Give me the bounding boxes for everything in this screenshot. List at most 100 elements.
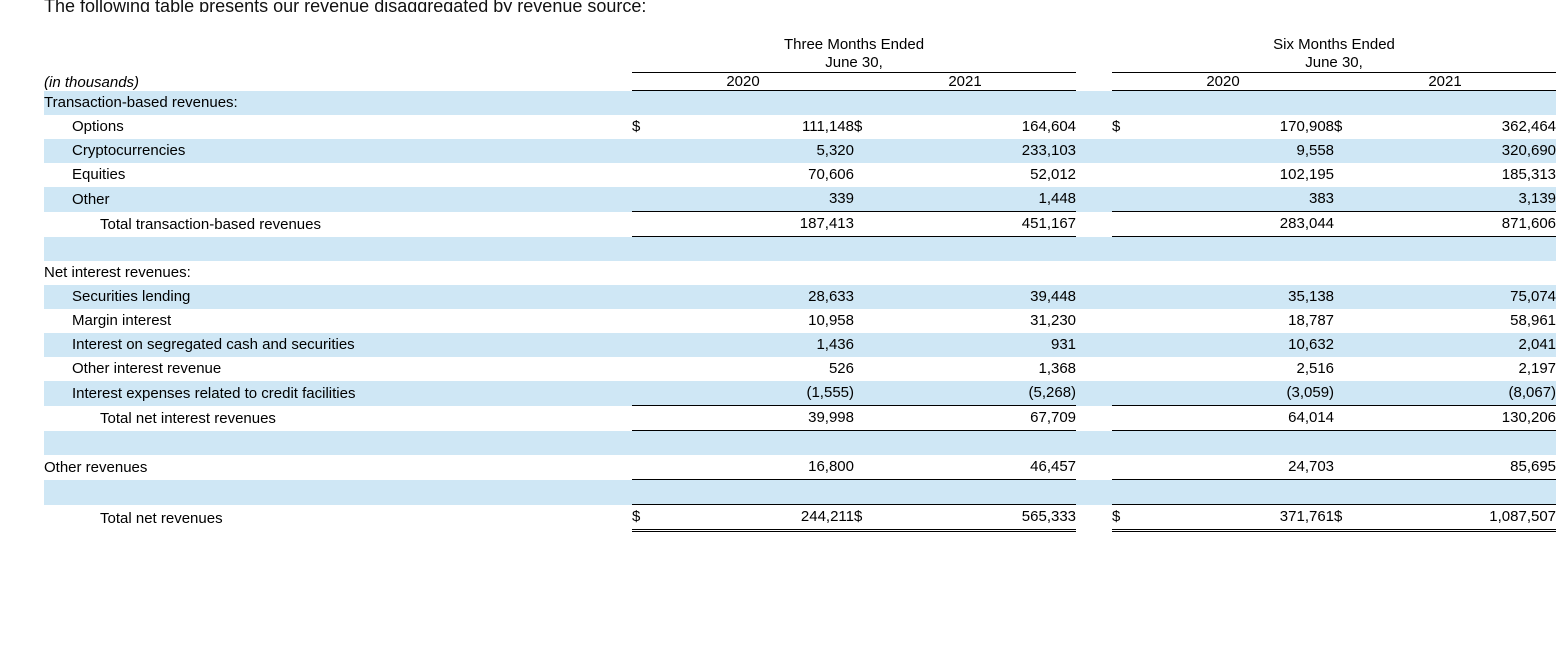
table-row: Other 339 1,448 383 3,139 bbox=[44, 187, 1556, 212]
row-label: Interest on segregated cash and securiti… bbox=[44, 333, 632, 357]
cell-value: 16,800 bbox=[660, 455, 854, 480]
cell-value: 565,333 bbox=[882, 505, 1076, 531]
currency-symbol: $ bbox=[1112, 115, 1140, 139]
section-title: Transaction-based revenues: bbox=[44, 91, 632, 116]
section-title: Net interest revenues: bbox=[44, 261, 632, 285]
cell-value: 111,148 bbox=[660, 115, 854, 139]
cell-value: 130,206 bbox=[1362, 406, 1556, 431]
cell-value: 339 bbox=[660, 187, 854, 212]
section-header-interest: Net interest revenues: bbox=[44, 261, 1556, 285]
table-row: Interest expenses related to credit faci… bbox=[44, 381, 1556, 406]
cell-value: 64,014 bbox=[1140, 406, 1334, 431]
cell-value: (5,268) bbox=[882, 381, 1076, 406]
cell-value: 283,044 bbox=[1140, 212, 1334, 237]
cell-value: 46,457 bbox=[882, 455, 1076, 480]
table-row: Options $111,148 $164,604 $170,908 $362,… bbox=[44, 115, 1556, 139]
six-months-header-line2: June 30, bbox=[1112, 54, 1556, 73]
subtotal-row: Total transaction-based revenues 187,413… bbox=[44, 212, 1556, 237]
cell-value: 451,167 bbox=[882, 212, 1076, 237]
cell-value: 70,606 bbox=[660, 163, 854, 187]
period-header-row-2: June 30, June 30, bbox=[44, 54, 1556, 73]
table-row: Interest on segregated cash and securiti… bbox=[44, 333, 1556, 357]
period-header-row: Three Months Ended Six Months Ended bbox=[44, 36, 1556, 54]
cell-value: 39,998 bbox=[660, 406, 854, 431]
subtotal-row: Total net interest revenues 39,998 67,70… bbox=[44, 406, 1556, 431]
unit-note: (in thousands) bbox=[44, 73, 632, 91]
cell-value: 187,413 bbox=[660, 212, 854, 237]
cell-value: 85,695 bbox=[1362, 455, 1556, 480]
table-row: Margin interest 10,958 31,230 18,787 58,… bbox=[44, 309, 1556, 333]
cell-value: 2,041 bbox=[1362, 333, 1556, 357]
cell-value: 233,103 bbox=[882, 139, 1076, 163]
cell-value: 185,313 bbox=[1362, 163, 1556, 187]
spacer-row bbox=[44, 431, 1556, 456]
row-label: Other bbox=[44, 187, 632, 212]
currency-symbol: $ bbox=[1334, 115, 1362, 139]
cell-value: 10,632 bbox=[1140, 333, 1334, 357]
row-label: Other revenues bbox=[44, 455, 632, 480]
cell-value: 931 bbox=[882, 333, 1076, 357]
six-months-header-line1: Six Months Ended bbox=[1112, 36, 1556, 54]
cell-value: 75,074 bbox=[1362, 285, 1556, 309]
table-row: Equities 70,606 52,012 102,195 185,313 bbox=[44, 163, 1556, 187]
cell-value: 5,320 bbox=[660, 139, 854, 163]
cell-value: 67,709 bbox=[882, 406, 1076, 431]
row-label: Total net interest revenues bbox=[44, 406, 632, 431]
intro-text: The following table presents our revenue… bbox=[44, 0, 1520, 12]
row-label: Cryptocurrencies bbox=[44, 139, 632, 163]
cell-value: 58,961 bbox=[1362, 309, 1556, 333]
cell-value: 10,958 bbox=[660, 309, 854, 333]
row-label: Options bbox=[44, 115, 632, 139]
section-header-transaction: Transaction-based revenues: bbox=[44, 91, 1556, 116]
cell-value: 871,606 bbox=[1362, 212, 1556, 237]
table-row: Other interest revenue 526 1,368 2,516 2… bbox=[44, 357, 1556, 381]
cell-value: 24,703 bbox=[1140, 455, 1334, 480]
row-label: Total transaction-based revenues bbox=[44, 212, 632, 237]
cell-value: 18,787 bbox=[1140, 309, 1334, 333]
three-months-header-line1: Three Months Ended bbox=[632, 36, 1076, 54]
table-row: Cryptocurrencies 5,320 233,103 9,558 320… bbox=[44, 139, 1556, 163]
cell-value: 1,087,507 bbox=[1362, 505, 1556, 531]
spacer-row bbox=[44, 237, 1556, 262]
revenue-table: Three Months Ended Six Months Ended June… bbox=[44, 36, 1556, 532]
table-row: Securities lending 28,633 39,448 35,138 … bbox=[44, 285, 1556, 309]
cell-value: 2,516 bbox=[1140, 357, 1334, 381]
cell-value: 9,558 bbox=[1140, 139, 1334, 163]
currency-symbol: $ bbox=[1112, 505, 1140, 531]
year-c3: 2020 bbox=[1112, 73, 1334, 91]
year-c1: 2020 bbox=[632, 73, 854, 91]
cell-value: 3,139 bbox=[1362, 187, 1556, 212]
cell-value: 362,464 bbox=[1362, 115, 1556, 139]
row-label: Securities lending bbox=[44, 285, 632, 309]
cell-value: 244,211 bbox=[660, 505, 854, 531]
currency-symbol: $ bbox=[632, 505, 660, 531]
row-label: Equities bbox=[44, 163, 632, 187]
row-label: Other interest revenue bbox=[44, 357, 632, 381]
spacer-row bbox=[44, 480, 1556, 505]
cell-value: 31,230 bbox=[882, 309, 1076, 333]
cell-value: 28,633 bbox=[660, 285, 854, 309]
cell-value: 320,690 bbox=[1362, 139, 1556, 163]
year-header-row: (in thousands) 2020 2021 2020 2021 bbox=[44, 73, 1556, 91]
cell-value: 371,761 bbox=[1140, 505, 1334, 531]
currency-symbol: $ bbox=[854, 115, 882, 139]
currency-symbol: $ bbox=[1334, 505, 1362, 531]
row-label: Interest expenses related to credit faci… bbox=[44, 381, 632, 406]
currency-symbol: $ bbox=[632, 115, 660, 139]
financial-table-page: The following table presents our revenue… bbox=[0, 0, 1564, 572]
currency-symbol: $ bbox=[854, 505, 882, 531]
cell-value: 1,368 bbox=[882, 357, 1076, 381]
cell-value: 383 bbox=[1140, 187, 1334, 212]
row-label: Margin interest bbox=[44, 309, 632, 333]
cell-value: 1,448 bbox=[882, 187, 1076, 212]
cell-value: 2,197 bbox=[1362, 357, 1556, 381]
cell-value: (8,067) bbox=[1362, 381, 1556, 406]
grand-total-row: Total net revenues $244,211 $565,333 $37… bbox=[44, 505, 1556, 531]
cell-value: 170,908 bbox=[1140, 115, 1334, 139]
cell-value: 102,195 bbox=[1140, 163, 1334, 187]
cell-value: (1,555) bbox=[660, 381, 854, 406]
cell-value: 39,448 bbox=[882, 285, 1076, 309]
three-months-header-line2: June 30, bbox=[632, 54, 1076, 73]
year-c4: 2021 bbox=[1334, 73, 1556, 91]
row-label: Total net revenues bbox=[44, 505, 632, 531]
